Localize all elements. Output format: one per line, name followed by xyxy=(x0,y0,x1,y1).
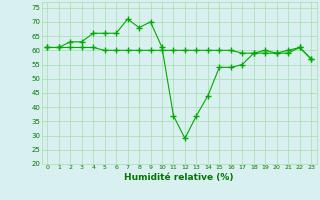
X-axis label: Humidité relative (%): Humidité relative (%) xyxy=(124,173,234,182)
